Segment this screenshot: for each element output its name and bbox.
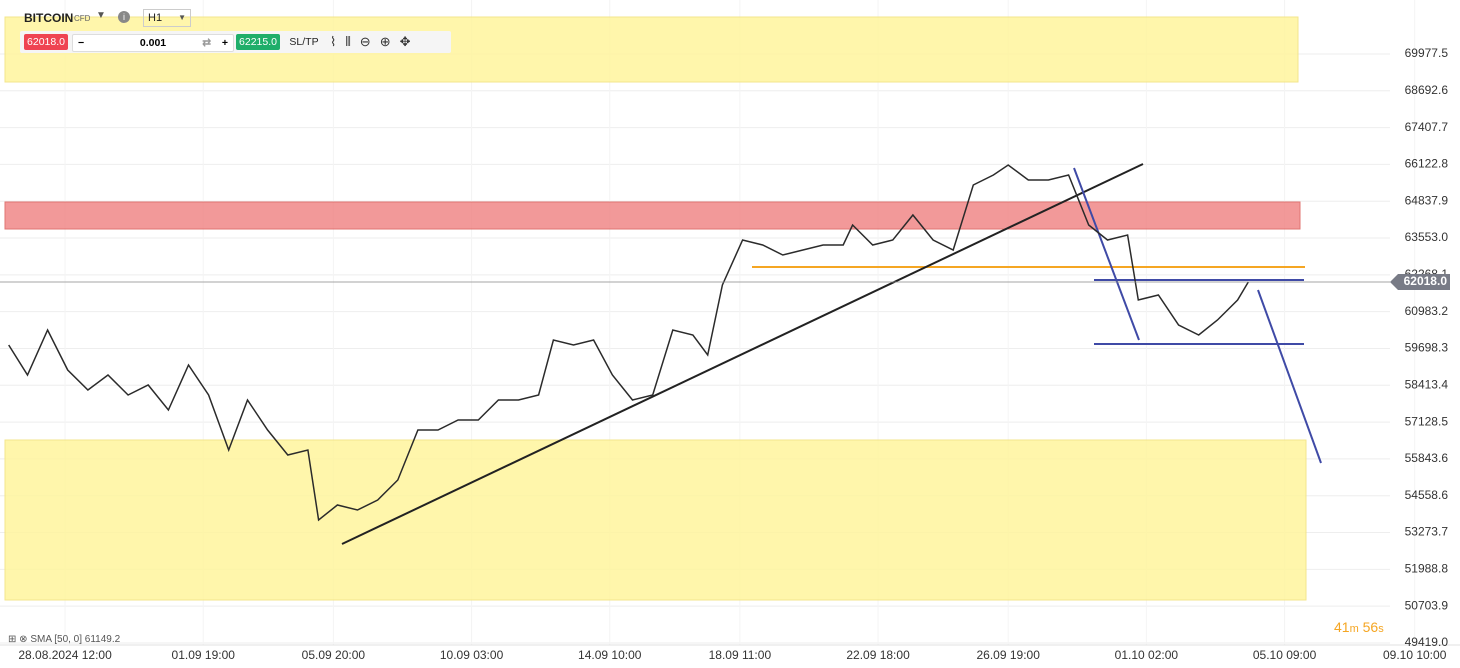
quantity[interactable]: −0.001 ⇄ +	[72, 34, 234, 52]
x-tick-label: 09.10 10:00	[1383, 648, 1447, 662]
x-tick-label: 01.10 02:00	[1115, 648, 1179, 662]
y-tick-label: 55843.6	[1405, 451, 1449, 465]
cd-m: m	[1349, 623, 1359, 635]
x-tick-label: 22.09 18:00	[846, 648, 910, 662]
drop-line	[1073, 167, 1140, 341]
x-tick-label: 14.09 10:00	[578, 648, 642, 662]
x-tick-label: 28.08.2024 12:00	[18, 648, 112, 662]
projection-line	[1257, 289, 1322, 464]
indicator: ⊞ ⊗ SMA [50, 0] 61149.2	[8, 634, 121, 645]
y-tick-label: 49419.0	[1405, 635, 1449, 649]
y-tick-label: 63553.0	[1405, 230, 1449, 244]
symbol[interactable]: BITCOIN	[24, 11, 74, 25]
x-tick-label: 05.10 09:00	[1253, 648, 1317, 662]
resistance-zone	[4, 201, 1301, 230]
buy-button[interactable]: 62215.0	[236, 34, 280, 50]
y-tick-label: 64837.9	[1405, 193, 1449, 207]
x-tick-label: 05.09 20:00	[302, 648, 366, 662]
x-tick-label: 26.09 19:00	[976, 648, 1040, 662]
y-tick-label: 69977.5	[1405, 46, 1449, 60]
y-tick-label: 58413.4	[1405, 377, 1449, 391]
indicator-label: SMA [50, 0] 61149.2	[30, 634, 121, 645]
last-price-label: 62018.0	[1404, 274, 1448, 288]
y-tick-label: 57128.5	[1405, 414, 1449, 428]
y-tick-label: 68692.6	[1405, 83, 1449, 97]
timeframe-label: H1	[148, 12, 163, 24]
dropdown[interactable]: ▼	[96, 10, 106, 21]
y-tick-label: 60983.2	[1405, 304, 1449, 318]
x-tick-label: 18.09 11:00	[709, 648, 772, 662]
tool-icons[interactable]: ⌇⫴⊖⊕✥	[330, 34, 420, 49]
y-tick-label: 59698.3	[1405, 341, 1449, 355]
trend-line	[341, 163, 1144, 545]
price-line	[8, 164, 1249, 522]
demand-zone	[4, 439, 1307, 601]
kind: CFD	[74, 14, 91, 23]
timeframe[interactable]: H1 ▼	[143, 9, 191, 27]
countdown: 41m 56s	[1334, 619, 1384, 635]
last-price-tag	[1390, 274, 1450, 291]
cd-min: 41	[1334, 619, 1350, 635]
sltp-button[interactable]: SL/TP	[289, 36, 319, 48]
quantity-value: 0.001	[139, 37, 167, 49]
y-tick-label: 54558.6	[1405, 488, 1449, 502]
x-tick-label: 10.09 03:00	[440, 648, 504, 662]
y-tick-label: 53273.7	[1405, 525, 1449, 539]
info[interactable]: i	[118, 11, 130, 23]
x-tick-label: 01.09 19:00	[172, 648, 236, 662]
y-tick-label: 67407.7	[1405, 120, 1449, 134]
cd-sec: 56	[1362, 619, 1379, 635]
y-tick-label: 66122.8	[1405, 157, 1449, 171]
cd-s: s	[1378, 623, 1384, 635]
sell-button[interactable]: 62018.0	[24, 34, 68, 50]
y-tick-label: 51988.8	[1405, 562, 1449, 576]
y-tick-label: 50703.9	[1405, 598, 1449, 612]
